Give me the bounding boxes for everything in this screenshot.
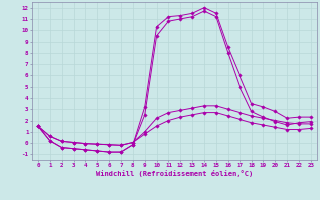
X-axis label: Windchill (Refroidissement éolien,°C): Windchill (Refroidissement éolien,°C) xyxy=(96,170,253,177)
